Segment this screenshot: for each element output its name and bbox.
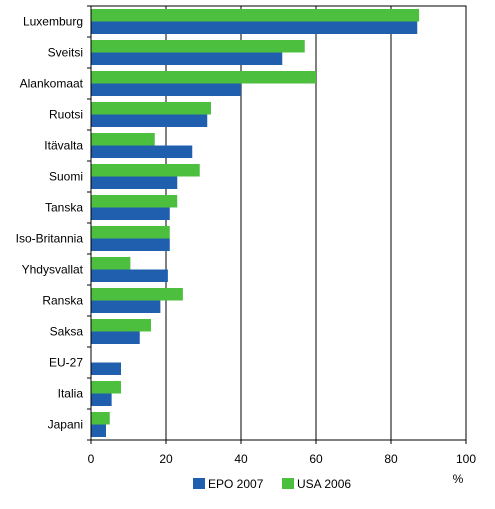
bar-usa-2006-sveitsi bbox=[91, 40, 305, 53]
bar-epo-2007-ruotsi bbox=[91, 114, 208, 127]
bar-usa-2006-ruotsi bbox=[91, 102, 211, 115]
tick-labels: 0 20 40 60 80 100 bbox=[88, 452, 477, 466]
bar-usa-2006-japani bbox=[91, 412, 110, 425]
category-label-yhdysvallat: Yhdysvallat bbox=[22, 263, 84, 277]
bar-epo-2007-japani bbox=[91, 424, 106, 437]
category-label-saksa: Saksa bbox=[50, 325, 84, 339]
bar-epo-2007-saksa bbox=[91, 331, 140, 344]
bar-usa-2006-it-valta bbox=[91, 133, 155, 146]
bar-usa-2006-yhdysvallat bbox=[91, 257, 131, 270]
bar-epo-2007-tanska bbox=[91, 207, 170, 220]
bar-usa-2006-ranska bbox=[91, 288, 183, 301]
x-tick-label-80: 80 bbox=[384, 452, 398, 466]
bar-usa-2006-luxemburg bbox=[91, 9, 420, 22]
category-label-iso-britannia: Iso-Britannia bbox=[16, 232, 84, 246]
bar-usa-2006-iso-britannia bbox=[91, 226, 170, 239]
bar-epo-2007-alankomaat bbox=[91, 83, 241, 96]
bar-usa-2006-saksa bbox=[91, 319, 151, 332]
legend-label-epo: EPO 2007 bbox=[208, 477, 264, 491]
category-labels: Luxemburg Sveitsi Alankomaat Ruotsi Itävalta… bbox=[16, 15, 84, 432]
bar-usa-2006-italia bbox=[91, 381, 121, 394]
category-label-luxemburg: Luxemburg bbox=[23, 15, 83, 29]
bar-epo-2007-ranska bbox=[91, 300, 161, 313]
bar-epo-2007-italia bbox=[91, 393, 112, 406]
bar-usa-2006-suomi bbox=[91, 164, 200, 177]
x-tick-label-0: 0 bbox=[88, 452, 95, 466]
category-label-tanska: Tanska bbox=[45, 201, 83, 215]
bar-epo-2007-yhdysvallat bbox=[91, 269, 168, 282]
x-tick-label-20: 20 bbox=[159, 452, 173, 466]
bar-epo-2007-it-valta bbox=[91, 145, 193, 158]
bar-epo-2007-suomi bbox=[91, 176, 178, 189]
category-label-italia: Italia bbox=[58, 387, 84, 401]
legend: EPO 2007 USA 2006 bbox=[193, 477, 351, 491]
category-label-eu-27: EU-27 bbox=[49, 356, 83, 370]
category-label-ranska: Ranska bbox=[42, 294, 83, 308]
x-axis-unit: % bbox=[453, 472, 464, 486]
legend-label-usa: USA 2006 bbox=[297, 477, 351, 491]
bar-epo-2007-eu-27 bbox=[91, 362, 121, 375]
bar-epo-2007-luxemburg bbox=[91, 21, 418, 34]
legend-swatch-epo bbox=[193, 478, 205, 489]
legend-swatch-usa bbox=[282, 478, 294, 489]
bar-usa-2006-alankomaat bbox=[91, 71, 316, 84]
x-tick-label-100: 100 bbox=[456, 452, 476, 466]
bar-usa-2006-tanska bbox=[91, 195, 178, 208]
x-tick-label-40: 40 bbox=[234, 452, 248, 466]
category-label-alankomaat: Alankomaat bbox=[20, 77, 84, 91]
bars bbox=[91, 9, 420, 437]
category-label-sveitsi: Sveitsi bbox=[48, 46, 83, 60]
category-label-it-valta: Itävalta bbox=[44, 139, 83, 153]
category-label-suomi: Suomi bbox=[49, 170, 83, 184]
bar-epo-2007-sveitsi bbox=[91, 52, 283, 65]
category-label-ruotsi: Ruotsi bbox=[49, 108, 83, 122]
bar-epo-2007-iso-britannia bbox=[91, 238, 170, 251]
category-label-japani: Japani bbox=[48, 418, 83, 432]
axes bbox=[87, 5, 467, 444]
x-tick-label-60: 60 bbox=[309, 452, 323, 466]
